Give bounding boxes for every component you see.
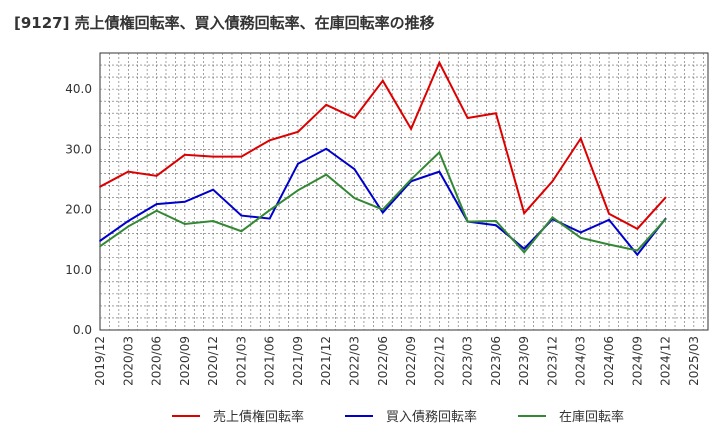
data-point [212, 220, 215, 222]
data-point [268, 217, 271, 220]
data-point [353, 168, 356, 171]
data-point [466, 220, 469, 223]
axes: 0.0 10.0 20.0 30.0 40.0 2019/12 2020/03 2020/06… [65, 82, 701, 386]
gridlines [100, 53, 708, 330]
data-point [99, 185, 101, 188]
data-point [495, 112, 497, 115]
x-tick-label: 2019/12 [93, 336, 107, 386]
data-point [155, 174, 158, 177]
data-point [325, 173, 328, 176]
data-point [240, 214, 243, 217]
data-point [127, 225, 130, 228]
data-point [381, 211, 384, 214]
data-point [325, 147, 328, 150]
data-point [297, 189, 299, 192]
y-tick-label: 10.0 [65, 263, 92, 277]
data-point [664, 196, 667, 199]
data-point [551, 180, 554, 183]
data-point [99, 239, 101, 242]
x-tick-label: 2024/09 [630, 336, 644, 386]
x-tick-label: 2022/03 [348, 336, 362, 386]
data-point [579, 137, 582, 140]
data-point [381, 208, 384, 211]
data-point [551, 216, 554, 219]
data-point [579, 236, 582, 239]
x-tick-label: 2021/03 [234, 336, 248, 386]
data-point [325, 103, 328, 106]
data-point [99, 245, 101, 248]
x-tick-label: 2025/03 [687, 336, 701, 386]
x-tick-label: 2023/03 [461, 336, 475, 386]
data-point [297, 162, 299, 165]
x-tick-label: 2020/09 [178, 336, 192, 386]
data-point [183, 223, 186, 225]
data-point [268, 139, 271, 142]
data-point [240, 230, 243, 233]
data-point [410, 127, 412, 130]
data-point [155, 209, 158, 212]
data-point [579, 231, 582, 234]
data-point [523, 251, 526, 254]
legend: 売上債権回転率 買入債務回転率 在庫回転率 [172, 409, 624, 425]
legend-label: 在庫回転率 [559, 409, 624, 425]
legend-label: 買入債務回転率 [386, 409, 477, 425]
data-point [240, 155, 243, 158]
series-lines [99, 60, 667, 257]
data-point [127, 170, 130, 173]
data-point [183, 200, 186, 203]
y-tick-label: 0.0 [73, 323, 92, 337]
x-tick-label: 2022/12 [432, 336, 446, 386]
data-point [523, 212, 526, 215]
data-point [608, 218, 610, 221]
x-tick-label: 2024/06 [602, 336, 616, 386]
data-point [268, 209, 271, 212]
x-tick-label: 2020/12 [206, 336, 220, 386]
data-point [438, 151, 441, 154]
x-tick-label: 2023/06 [489, 336, 503, 386]
x-tick-label: 2024/03 [574, 336, 588, 386]
y-tick-label: 30.0 [65, 142, 92, 156]
data-point [466, 117, 469, 119]
data-point [353, 197, 356, 200]
x-tick-label: 2021/09 [291, 336, 305, 386]
data-point [438, 61, 441, 64]
data-point [608, 212, 610, 215]
data-point [495, 220, 497, 222]
x-tick-label: 2020/06 [150, 336, 164, 386]
data-point [212, 188, 215, 191]
data-point [608, 243, 610, 246]
x-tick-label: 2022/09 [404, 336, 418, 386]
data-point [353, 117, 356, 119]
data-point [636, 227, 639, 230]
legend-label: 売上債権回転率 [213, 409, 304, 425]
chart-title: [9127] 売上債権回転率、買入債務回転率、在庫回転率の推移 [14, 14, 435, 32]
plot-area [99, 52, 709, 331]
x-tick-label: 2023/09 [517, 336, 531, 386]
data-point [523, 247, 526, 250]
x-tick-label: 2021/12 [319, 336, 333, 386]
y-tick-label: 40.0 [65, 82, 92, 96]
x-tick-label: 2022/06 [376, 336, 390, 386]
data-point [495, 224, 497, 227]
data-point [297, 130, 299, 133]
x-tick-label: 2020/03 [121, 336, 135, 386]
y-tick-label: 20.0 [65, 203, 92, 217]
data-point [636, 249, 639, 252]
data-point [410, 178, 412, 181]
x-tick-label: 2023/12 [545, 336, 559, 386]
data-point [438, 170, 441, 173]
data-point [127, 220, 130, 222]
data-point [212, 155, 215, 158]
data-point [155, 203, 158, 206]
data-point [664, 218, 667, 221]
data-point [183, 153, 186, 156]
x-tick-label: 2021/06 [263, 336, 277, 386]
data-point [636, 253, 639, 256]
x-tick-label: 2024/12 [659, 336, 673, 386]
data-point [381, 79, 384, 82]
